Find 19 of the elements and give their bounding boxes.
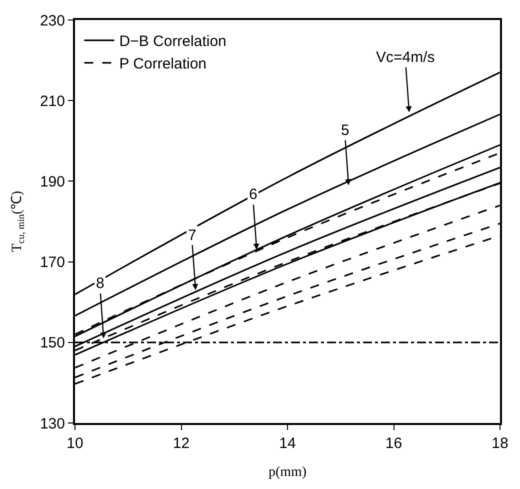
x-tick-label: 16 [385, 435, 402, 452]
x-axis-title: p(mm) [268, 464, 307, 480]
legend-label: D−B Correlation [119, 33, 226, 50]
annotation: 5 [341, 122, 350, 139]
y-tick-label: 130 [40, 415, 65, 432]
y-tick-label: 170 [40, 254, 65, 272]
y-tick-label: 150 [40, 334, 65, 352]
annotation: 6 [249, 186, 258, 203]
legend-label: P Correlation [119, 56, 207, 73]
y-tick-label: 210 [40, 92, 65, 110]
y-tick-label: 230 [40, 12, 65, 30]
x-tick-label: 10 [66, 435, 84, 452]
y-tick-label: 190 [40, 173, 65, 190]
x-tick-label: 14 [279, 435, 296, 452]
annotation: 8 [96, 275, 104, 292]
x-tick-label: 12 [172, 435, 190, 452]
x-tick-label: 18 [492, 435, 508, 452]
annotation: Vc=4m/s [376, 49, 435, 66]
annotation: 7 [188, 227, 196, 244]
